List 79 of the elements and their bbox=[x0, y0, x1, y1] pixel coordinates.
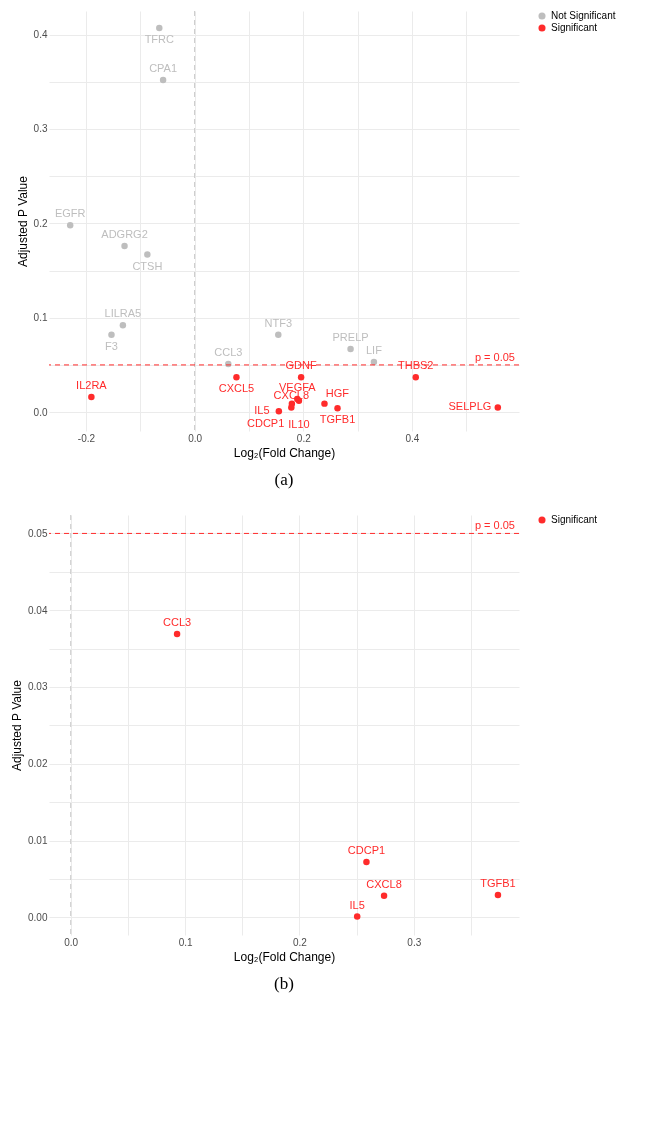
data-label: TGFB1 bbox=[480, 877, 516, 890]
data-label: SELPLG bbox=[448, 400, 492, 413]
y-tick-label: 0.1 bbox=[33, 312, 48, 324]
data-label: CDCP1 bbox=[347, 844, 386, 857]
text: (a) bbox=[274, 470, 294, 489]
y-axis-title: Adjusted P Value bbox=[10, 679, 25, 771]
legend-label: Significant bbox=[551, 514, 598, 525]
point bbox=[66, 222, 74, 229]
y-axis-title: Adjusted P Value bbox=[15, 175, 30, 267]
point bbox=[119, 322, 127, 329]
point bbox=[233, 373, 240, 381]
y-tick-label: 0.0 bbox=[33, 406, 48, 418]
x-tick-label: 0.0 bbox=[188, 432, 203, 444]
data-label: TFRC bbox=[144, 32, 175, 45]
x-tick-label: 0.4 bbox=[405, 432, 420, 444]
point bbox=[275, 407, 283, 415]
data-label: IL5 bbox=[349, 898, 365, 911]
y-tick-label: 0.04 bbox=[28, 604, 48, 616]
ref-line-label: p = 0.05 bbox=[474, 350, 515, 363]
point bbox=[380, 892, 388, 900]
data-label: IL5 bbox=[254, 404, 270, 417]
point bbox=[363, 858, 370, 866]
data-label: CTSH bbox=[132, 259, 163, 272]
point bbox=[353, 913, 361, 920]
point bbox=[288, 404, 295, 411]
data-label: CDCP1 bbox=[246, 416, 285, 429]
y-tick-label: 0.2 bbox=[33, 217, 48, 229]
point bbox=[334, 405, 341, 412]
x-tick-label: 0.2 bbox=[296, 432, 312, 444]
data-label: F3 bbox=[105, 339, 118, 352]
data-label: HGF bbox=[325, 386, 350, 399]
text: (b) bbox=[274, 974, 294, 993]
data-label: TGFB1 bbox=[319, 413, 356, 426]
data-label: CPA1 bbox=[149, 61, 178, 74]
point bbox=[275, 331, 282, 338]
x-axis-title: Log₂(Fold Change) bbox=[233, 949, 336, 964]
y-tick-label: 0.02 bbox=[28, 758, 48, 770]
point bbox=[412, 373, 419, 381]
data-label: CXCL8 bbox=[366, 877, 402, 890]
data-label: EGFR bbox=[54, 207, 86, 220]
x-tick-label: 0.0 bbox=[64, 936, 79, 948]
data-label: IL2RA bbox=[76, 379, 108, 392]
point bbox=[494, 404, 502, 411]
y-tick-label: 0.3 bbox=[33, 123, 48, 135]
point bbox=[144, 251, 151, 258]
y-tick-label: 0.00 bbox=[28, 911, 48, 923]
y-tick-label: 0.03 bbox=[28, 681, 48, 693]
data-label: PRELP bbox=[332, 330, 369, 343]
point bbox=[297, 373, 305, 381]
x-tick-label: -0.2 bbox=[77, 432, 96, 444]
y-tick-label: 0.01 bbox=[28, 835, 48, 847]
data-label: THBS2 bbox=[398, 359, 434, 372]
point bbox=[494, 891, 502, 899]
point bbox=[159, 76, 167, 84]
data-label: LILRA5 bbox=[104, 307, 142, 320]
point bbox=[108, 331, 115, 338]
point bbox=[88, 393, 95, 401]
legend-label: Not Significant bbox=[551, 10, 616, 21]
y-tick-label: 0.05 bbox=[28, 527, 48, 539]
point bbox=[347, 345, 354, 353]
y-tick-label: 0.4 bbox=[33, 29, 48, 41]
data-label: GDNF bbox=[285, 359, 317, 372]
data-label: ADGRG2 bbox=[101, 228, 148, 241]
data-label: IL10 bbox=[288, 417, 310, 430]
x-tick-label: 0.2 bbox=[292, 936, 308, 948]
data-label: LIF bbox=[365, 344, 383, 357]
x-tick-label: 0.3 bbox=[407, 936, 422, 948]
point bbox=[121, 242, 128, 250]
legend-label: Significant bbox=[551, 22, 598, 33]
data-label: CCL3 bbox=[163, 616, 192, 629]
data-label: CCL3 bbox=[214, 345, 243, 358]
data-label: NTF3 bbox=[264, 316, 293, 329]
x-tick-label: 0.1 bbox=[178, 936, 193, 948]
point bbox=[156, 24, 163, 32]
point bbox=[321, 400, 328, 407]
x-axis-title: Log₂(Fold Change) bbox=[233, 445, 336, 460]
point bbox=[173, 630, 181, 638]
ref-line-label: p = 0.05 bbox=[474, 519, 515, 532]
data-label: CXCL5 bbox=[218, 382, 255, 395]
